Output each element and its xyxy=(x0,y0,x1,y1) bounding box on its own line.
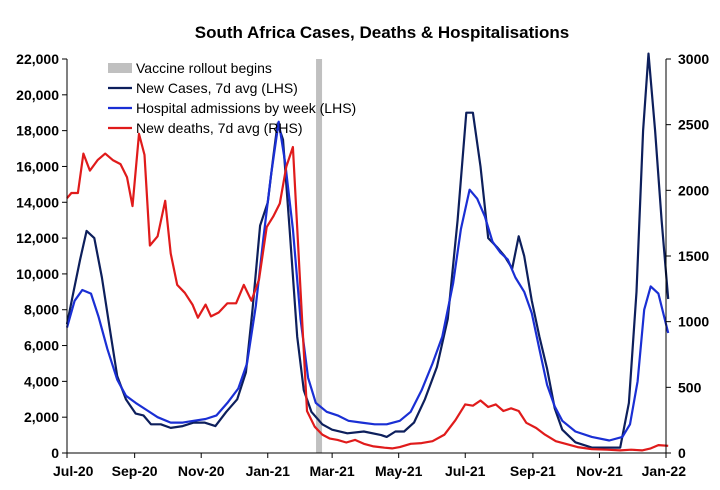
legend-label: Hospital admissions by week (LHS) xyxy=(136,100,356,116)
y-right-tick-label: 500 xyxy=(678,379,702,395)
legend-swatch-vaccine-rollout xyxy=(108,63,132,73)
new-deaths-line xyxy=(66,132,669,452)
x-tick-label: Jul-21 xyxy=(445,463,486,479)
x-tick-label: Sep-20 xyxy=(112,463,158,479)
y-right-tick-label: 1000 xyxy=(678,314,709,330)
series-layer xyxy=(65,52,670,452)
axes-layer: 0 2,000 4,000 6,000 8,000 10,000 12,000 14,000 1… xyxy=(16,51,709,479)
x-tick-label: Mar-21 xyxy=(310,463,355,479)
annotation-layer xyxy=(316,59,323,453)
x-tick-label: Jul-20 xyxy=(53,463,94,479)
y-left-tick-label: 4,000 xyxy=(24,373,59,389)
y-left-tick-label: 22,000 xyxy=(16,51,59,67)
y-left-tick-label: 6,000 xyxy=(24,338,59,354)
x-tick-label: Sep-21 xyxy=(510,463,556,479)
x-tick-label: Nov-21 xyxy=(576,463,623,479)
y-left-tick-label: 0 xyxy=(51,445,59,461)
y-left-tick-label: 14,000 xyxy=(16,194,59,210)
y-right-tick-label: 0 xyxy=(678,445,686,461)
new-cases-line xyxy=(65,52,670,449)
x-tick-label: Nov-20 xyxy=(178,463,225,479)
legend-label: New Cases, 7d avg (LHS) xyxy=(136,80,298,96)
y-left-tick-label: 12,000 xyxy=(16,230,59,246)
x-tick-label: May-21 xyxy=(375,463,423,479)
legend-label: Vaccine rollout begins xyxy=(136,60,272,76)
y-right-tick-label: 3000 xyxy=(678,51,709,67)
y-right-tick-label: 1500 xyxy=(678,248,709,264)
vaccine-rollout-band xyxy=(316,59,323,453)
x-tick-label: Jan-22 xyxy=(642,463,687,479)
y-right-tick-label: 2500 xyxy=(678,117,709,133)
y-left-tick-label: 2,000 xyxy=(24,409,59,425)
y-left-tick-label: 20,000 xyxy=(16,87,59,103)
y-left-tick-label: 18,000 xyxy=(16,123,59,139)
legend: Vaccine rollout begins New Cases, 7d avg … xyxy=(108,60,356,136)
hospital-admissions-line xyxy=(65,120,670,442)
y-right-tick-label: 2000 xyxy=(678,182,709,198)
y-left-tick-label: 10,000 xyxy=(16,266,59,282)
x-tick-label: Jan-21 xyxy=(246,463,291,479)
legend-label: New deaths, 7d avg (RHS) xyxy=(136,120,303,136)
y-left-tick-label: 8,000 xyxy=(24,302,59,318)
y-left-tick-label: 16,000 xyxy=(16,158,59,174)
chart-title: South Africa Cases, Deaths & Hospitalisa… xyxy=(195,23,569,42)
